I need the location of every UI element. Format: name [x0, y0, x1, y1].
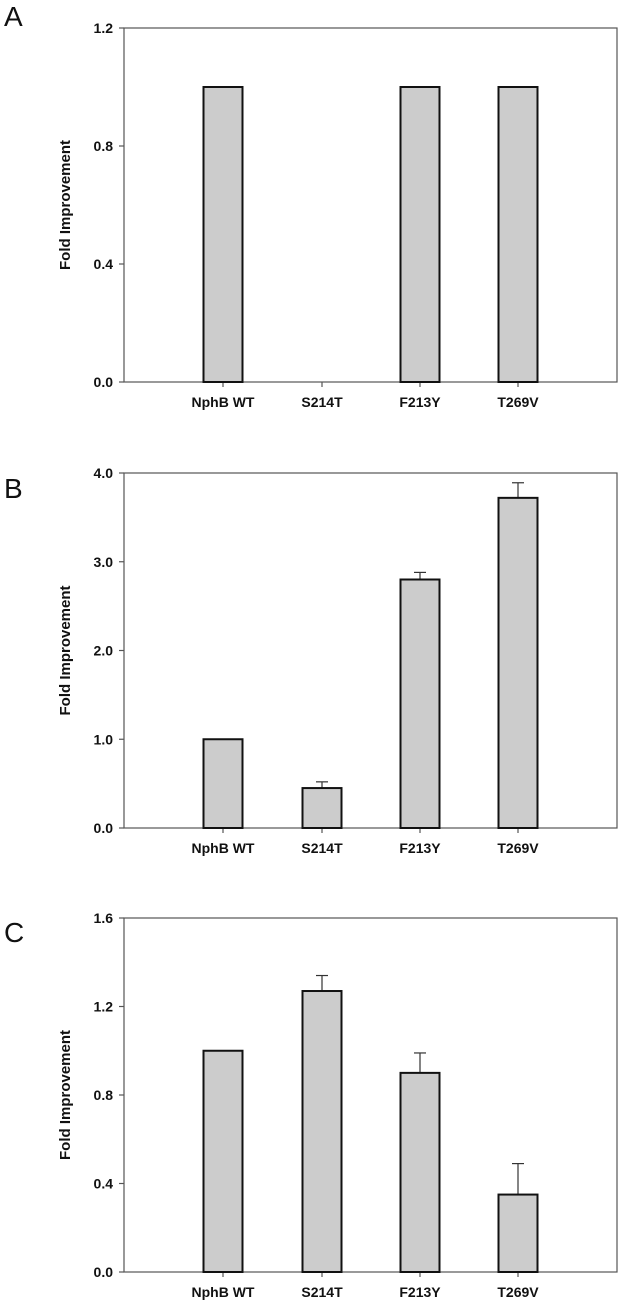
- panel-label: B: [4, 473, 23, 504]
- y-tick-label: 3.0: [94, 554, 114, 570]
- y-tick-label: 0.0: [94, 374, 114, 390]
- panel-c: C 0.0 0.4 0.8 1.2 1.6 Fold Improvement NphB WT S…: [4, 910, 618, 1300]
- x-tick-label: NphB WT: [192, 394, 255, 410]
- y-tick-label: 0.8: [94, 138, 114, 154]
- y-axis-label: Fold Improvement: [57, 140, 74, 270]
- plot-frame: [123, 27, 618, 383]
- bar-f213y: [399, 86, 441, 383]
- bar-s214t: [301, 990, 343, 1273]
- x-tick-label: T269V: [497, 840, 539, 856]
- panel-label: C: [4, 917, 24, 948]
- panel-label: A: [4, 1, 23, 32]
- y-axis-label: Fold Improvement: [57, 585, 74, 715]
- y-axis-label: Fold Improvement: [57, 1030, 74, 1160]
- panel-b: B 0.0 1.0 2.0 3.0 4.0 Fold Improvement NphB WT S…: [4, 465, 618, 856]
- y-tick-label: 1.2: [94, 20, 114, 36]
- bar-t269v: [497, 1193, 539, 1273]
- bar-t269v: [497, 496, 539, 829]
- plot-frame: [123, 917, 618, 1273]
- bar-t269v: [497, 86, 539, 383]
- y-tick-label: 0.8: [94, 1087, 114, 1103]
- panel-a: A 0.0 0.4 0.8 1.2 Fold Improvement NphB WT S214…: [4, 1, 618, 410]
- x-tick-label: S214T: [301, 394, 343, 410]
- x-tick-label: NphB WT: [192, 840, 255, 856]
- bar-nphb-wt: [202, 738, 244, 829]
- x-tick-label: F213Y: [399, 840, 441, 856]
- bar-f213y: [399, 578, 441, 829]
- plot-frame: [123, 472, 618, 829]
- y-tick-label: 0.4: [94, 256, 114, 272]
- y-tick-label: 1.6: [94, 910, 114, 926]
- x-tick-label: F213Y: [399, 394, 441, 410]
- x-tick-label: S214T: [301, 840, 343, 856]
- x-tick-label: NphB WT: [192, 1284, 255, 1300]
- x-tick-label: T269V: [497, 1284, 539, 1300]
- y-tick-label: 0.4: [94, 1176, 114, 1192]
- bar-s214t: [301, 787, 343, 829]
- x-tick-label: S214T: [301, 1284, 343, 1300]
- y-tick-label: 1.0: [94, 731, 114, 747]
- bar-f213y: [399, 1071, 441, 1273]
- x-tick-label: F213Y: [399, 1284, 441, 1300]
- y-tick-label: 0.0: [94, 1264, 114, 1280]
- x-tick-label: T269V: [497, 394, 539, 410]
- y-tick-label: 4.0: [94, 465, 114, 481]
- y-tick-label: 2.0: [94, 643, 114, 659]
- bar-nphb-wt: [202, 1049, 244, 1273]
- y-tick-label: 1.2: [94, 999, 114, 1015]
- bar-nphb-wt: [202, 86, 244, 383]
- y-tick-label: 0.0: [94, 820, 114, 836]
